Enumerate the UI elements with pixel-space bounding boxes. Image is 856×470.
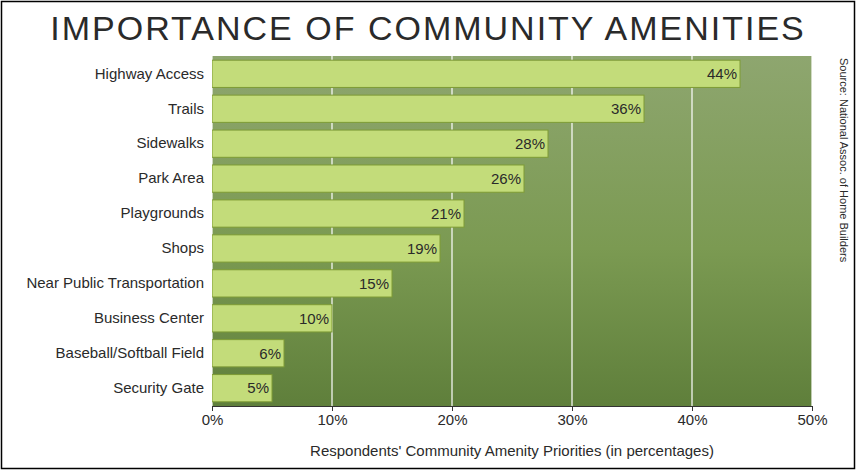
x-tick: 20% xyxy=(437,406,467,428)
title: IMPORTANCE OF COMMUNITY AMENITIES xyxy=(50,9,806,47)
data-label: 21% xyxy=(431,205,461,222)
y-axis: Highway Access Trails Sidewalks Park Area Pl… xyxy=(26,65,212,396)
data-label: 15% xyxy=(359,275,389,292)
bar xyxy=(212,200,464,227)
bar xyxy=(212,235,440,262)
y-tick-label: Park Area xyxy=(138,169,205,186)
bar xyxy=(212,270,392,297)
y-tick: Playgrounds xyxy=(121,204,212,221)
data-label: 44% xyxy=(707,65,737,82)
y-tick: Business Center xyxy=(94,309,212,326)
x-axis: 0% 10% 20% 30% 40% 50% xyxy=(202,406,828,428)
y-tick-label: Highway Access xyxy=(95,65,204,82)
y-tick: Highway Access xyxy=(95,65,212,82)
x-tick-label: 0% xyxy=(202,411,224,428)
x-tick-label: 30% xyxy=(557,411,587,428)
bar xyxy=(212,130,548,157)
x-tick: 40% xyxy=(677,406,707,428)
y-tick-label: Playgrounds xyxy=(121,204,204,221)
grid xyxy=(212,56,812,406)
bar xyxy=(212,165,524,192)
y-tick-label: Sidewalks xyxy=(136,134,204,151)
bar xyxy=(212,95,644,122)
y-tick: Near Public Transportation xyxy=(26,274,212,291)
x-tick: 10% xyxy=(317,406,347,428)
bar xyxy=(212,60,740,87)
data-label: 36% xyxy=(611,100,641,117)
source-note: Source: National Assoc. of Home Builders xyxy=(838,58,850,263)
chart: IMPORTANCE OF COMMUNITY AMENITIES 44% 36% 2… xyxy=(0,0,856,470)
data-label: 19% xyxy=(407,240,437,257)
x-tick-label: 20% xyxy=(437,411,467,428)
x-tick-label: 10% xyxy=(317,411,347,428)
y-tick-label: Shops xyxy=(161,239,204,256)
x-tick-label: 40% xyxy=(677,411,707,428)
y-tick: Trails xyxy=(168,100,212,117)
x-axis-line xyxy=(213,407,813,412)
y-tick-label: Baseball/Softball Field xyxy=(56,344,204,361)
bars xyxy=(212,60,740,402)
y-tick: Sidewalks xyxy=(136,134,212,151)
data-label: 10% xyxy=(299,310,329,327)
y-tick: Park Area xyxy=(138,169,212,186)
data-label: 28% xyxy=(515,135,545,152)
data-label: 6% xyxy=(259,345,281,362)
y-tick: Shops xyxy=(161,239,212,256)
grid-line xyxy=(811,56,812,406)
y-tick: Baseball/Softball Field xyxy=(56,344,212,361)
x-tick: 0% xyxy=(202,406,224,428)
y-tick-label: Security Gate xyxy=(113,379,204,396)
y-tick-label: Trails xyxy=(168,100,204,117)
x-tick: 50% xyxy=(797,406,827,428)
data-label: 26% xyxy=(491,170,521,187)
data-labels: 44% 36% 28% 26% 21% 19% 15% 10% 6% 5% xyxy=(247,65,737,396)
x-axis-title: Respondents' Community Amenity Prioritie… xyxy=(310,442,714,459)
bar xyxy=(212,340,284,367)
plot: 44% 36% 28% 26% 21% 19% 15% 10% 6% 5% 0% 10% 20% 30% 4… xyxy=(26,56,827,428)
plot-background xyxy=(212,56,812,406)
y-tick-label: Business Center xyxy=(94,309,204,326)
bar xyxy=(212,305,332,332)
y-tick-label: Near Public Transportation xyxy=(26,274,204,291)
x-tick: 30% xyxy=(557,406,587,428)
data-label: 5% xyxy=(247,379,269,396)
y-tick: Security Gate xyxy=(113,379,212,396)
bar xyxy=(212,375,272,402)
grid-line xyxy=(691,56,692,406)
x-tick-label: 50% xyxy=(797,411,827,428)
frame xyxy=(2,2,855,469)
